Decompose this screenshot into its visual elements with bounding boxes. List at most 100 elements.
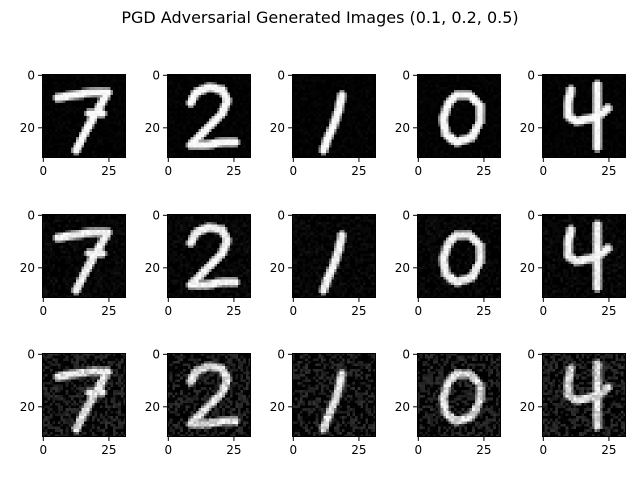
- pixel: [222, 253, 225, 257]
- pixel: [73, 134, 77, 138]
- pixel: [591, 102, 595, 106]
- pixel: [174, 250, 178, 254]
- pixel: [81, 232, 85, 236]
- pixel: [206, 137, 210, 140]
- pixel: [219, 292, 223, 296]
- pixel: [602, 87, 606, 90]
- pixel: [219, 87, 223, 90]
- pixel: [115, 134, 119, 138]
- pixel: [245, 216, 249, 220]
- pixel: [313, 245, 316, 249]
- pixel: [97, 224, 100, 228]
- pixel: [357, 137, 361, 140]
- pixel: [105, 269, 108, 272]
- pixel: [336, 256, 340, 259]
- pixel: [68, 95, 71, 98]
- pixel: [334, 271, 337, 275]
- pixel: [297, 224, 300, 228]
- pixel: [47, 139, 50, 143]
- pixel: [201, 126, 204, 130]
- pixel: [84, 287, 87, 291]
- pixel: [472, 92, 475, 96]
- pixel: [482, 102, 486, 106]
- pixel: [422, 126, 425, 130]
- pixel: [349, 74, 353, 77]
- pixel: [417, 137, 420, 140]
- pixel: [599, 100, 603, 103]
- pixel: [99, 237, 103, 241]
- pixel: [99, 89, 103, 93]
- pixel: [68, 121, 71, 124]
- pixel: [597, 81, 600, 85]
- pixel: [578, 81, 582, 85]
- pixel: [81, 282, 85, 285]
- pixel: [177, 274, 181, 278]
- pixel: [188, 147, 191, 151]
- pixel: [76, 245, 79, 249]
- pixel: [89, 126, 92, 130]
- pixel: [76, 216, 79, 220]
- pixel: [102, 108, 106, 111]
- pixel: [341, 87, 345, 90]
- pixel: [118, 295, 121, 299]
- pixel: [84, 89, 87, 93]
- pixel: [445, 123, 449, 127]
- pixel: [591, 126, 595, 130]
- pixel: [174, 144, 178, 148]
- pixel: [307, 235, 311, 238]
- pixel: [315, 123, 319, 127]
- pixel: [320, 279, 324, 283]
- pixel: [299, 150, 303, 153]
- pixel: [211, 266, 215, 270]
- pixel: [292, 152, 295, 156]
- pixel: [438, 76, 441, 80]
- pixel: [370, 242, 374, 246]
- pixel: [365, 269, 369, 272]
- pixel: [222, 269, 225, 272]
- pixel: [52, 221, 56, 225]
- pixel: [232, 105, 236, 109]
- pixel: [68, 87, 71, 90]
- pixel: [440, 118, 444, 122]
- pixel: [352, 269, 356, 272]
- pixel: [63, 256, 66, 259]
- pixel: [55, 87, 58, 90]
- pixel: [357, 221, 361, 225]
- pixel: [73, 123, 77, 127]
- pixel: [78, 92, 82, 96]
- pixel: [435, 95, 439, 98]
- pixel: [214, 235, 217, 238]
- pixel: [555, 134, 558, 138]
- pixel: [443, 102, 446, 106]
- pixel: [188, 79, 191, 82]
- pixel: [373, 237, 377, 241]
- pixel: [195, 144, 199, 148]
- pixel: [78, 144, 82, 148]
- pixel: [245, 110, 249, 114]
- figure-title: PGD Adversarial Generated Images (0.1, 0…: [121, 8, 518, 27]
- pixel: [334, 116, 337, 119]
- pixel: [357, 261, 361, 264]
- pixel: [422, 131, 425, 135]
- pixel: [373, 266, 377, 270]
- pixel: [198, 126, 202, 130]
- pixel: [219, 253, 223, 257]
- pixel: [214, 131, 217, 135]
- pixel: [118, 144, 121, 148]
- pixel: [112, 269, 116, 272]
- pixel: [305, 237, 308, 241]
- pixel: [68, 261, 71, 264]
- pixel: [323, 144, 327, 148]
- pixel: [445, 139, 449, 143]
- pixel: [315, 89, 319, 93]
- pixel: [112, 229, 116, 233]
- pixel: [334, 110, 337, 114]
- pixel: [211, 232, 215, 236]
- pixel: [52, 292, 56, 296]
- pixel: [365, 227, 369, 230]
- pixel: [373, 274, 377, 278]
- pixel: [182, 216, 186, 220]
- pixel: [230, 279, 233, 283]
- pixel: [190, 274, 194, 278]
- pixel: [99, 263, 103, 267]
